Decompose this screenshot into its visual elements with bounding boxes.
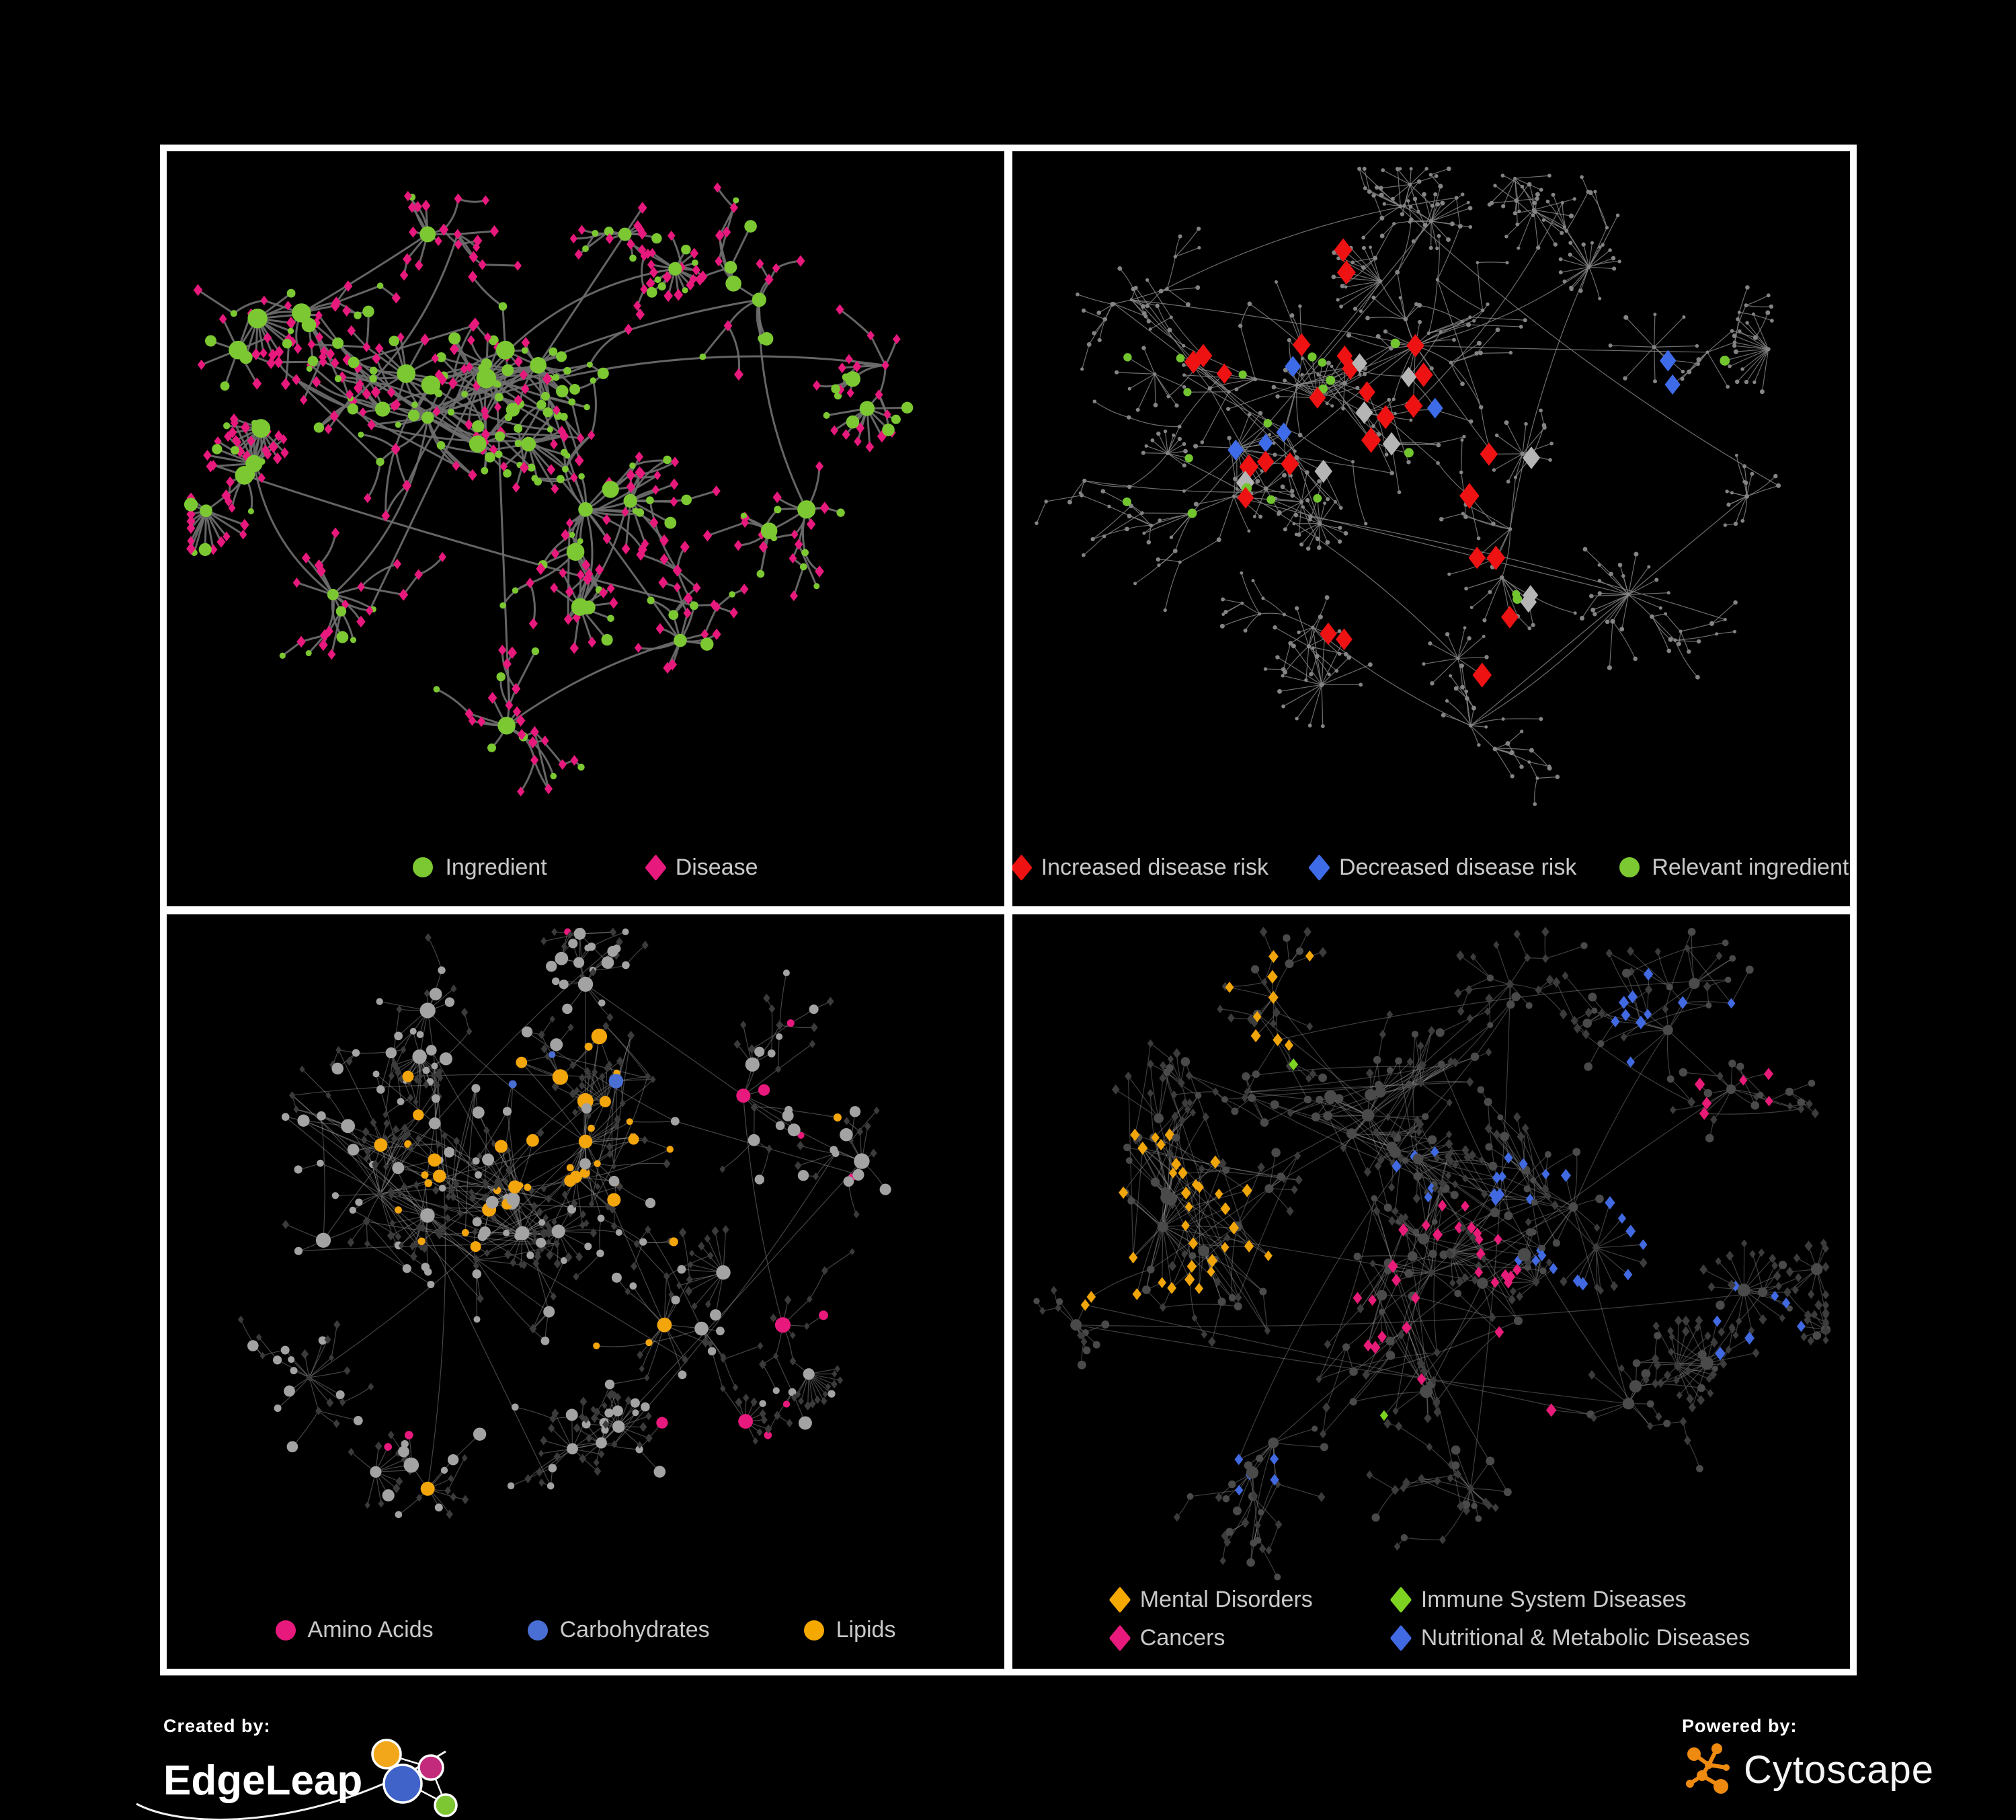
legend-circle-marker [803,1620,824,1640]
legend-diamond-marker [1109,1624,1131,1652]
legend-circle-marker [527,1620,548,1640]
legend-label: Nutritional & Metabolic Diseases [1420,1625,1750,1651]
created-by-label: Created by: [163,1716,271,1736]
legend-label: Relevant ingredient [1652,854,1849,880]
legend-label: Lipids [836,1617,896,1643]
edgeleap-node-magenta [417,1754,444,1781]
panel-grid: Ingredient Disease Increased disease risk… [160,145,1857,1675]
legend-item: Decreased disease risk [1308,854,1577,881]
legend-label: Disease [675,854,758,880]
legend-label: Amino Acids [307,1617,434,1643]
legend-item: Nutritional & Metabolic Diseases [1390,1624,1750,1652]
legend-item: Amino Acids [275,1617,434,1643]
legend-diamond-marker [1012,854,1033,881]
legend-label: Carbohydrates [559,1617,710,1643]
edgeleap-node-green [434,1793,458,1817]
cytoscape-wordmark: Cytoscape [1744,1747,1935,1792]
legend-disease-risk: Increased disease risk Decreased disease … [1012,854,1850,881]
legend-circle-marker [275,1620,296,1640]
legend-label: Ingredient [445,854,547,880]
edgeleap-node-blue [382,1764,423,1804]
legend-circle-marker [1619,857,1640,877]
legend-diamond-marker [1308,854,1330,881]
legend-label: Increased disease risk [1041,854,1268,880]
edgeleap-logo-graphic: EdgeLeap [136,1739,458,1820]
edgeleap-node-orange [371,1739,402,1770]
network-canvas-disease-classes [1033,926,1831,1581]
panel-disease-classes: Mental Disorders Immune System Diseases Ca… [1012,914,1850,1669]
legend-item: Increased disease risk [1012,854,1268,881]
legend-ingredient-classes: Amino Acids Carbohydrates Lipids [167,1617,1004,1643]
legend-item: Immune System Diseases [1390,1586,1750,1614]
network-canvas-ingredient-classes [237,926,891,1519]
legend-item: Relevant ingredient [1619,855,1849,881]
legend-item: Mental Disorders [1109,1586,1313,1614]
cytoscape-icon-nodes [1686,1743,1730,1794]
legend-item: Disease [644,854,758,881]
edgeleap-logo: EdgeLeap [136,1739,486,1820]
legend-item: Carbohydrates [527,1617,710,1643]
legend-circle-marker [413,857,434,877]
legend-label: Mental Disorders [1139,1587,1313,1612]
panel-disease-risk: Increased disease risk Decreased disease … [1012,151,1850,906]
legend-label: Cancers [1139,1625,1225,1651]
legend-ingredient-disease: Ingredient Disease [167,854,1004,881]
legend-diamond-marker [644,854,667,881]
legend-diamond-marker [1390,1624,1412,1652]
panel-ingredient-classes: Amino Acids Carbohydrates Lipids [167,914,1004,1669]
network-canvas-ingredient-disease [184,182,914,797]
powered-by-label: Powered by: [1682,1716,1798,1736]
edgeleap-wordmark: EdgeLeap [163,1757,362,1804]
legend-item: Lipids [803,1617,896,1643]
panel-ingredient-disease: Ingredient Disease [167,151,1004,906]
cytoscape-icon [1686,1743,1730,1794]
edgeleap-credit: Created by: EdgeLeap [136,1716,486,1820]
network-canvas-disease-risk [1035,166,1781,806]
legend-item: Cancers [1109,1624,1313,1652]
cytoscape-credit: Powered by: [1682,1716,1934,1798]
legend-label: Decreased disease risk [1338,854,1577,880]
legend-item: Ingredient [413,855,547,881]
legend-disease-classes: Mental Disorders Immune System Diseases Ca… [1109,1586,1750,1652]
legend-diamond-marker [1109,1586,1131,1614]
legend-diamond-marker [1390,1586,1412,1614]
legend-label: Immune System Diseases [1420,1587,1687,1612]
